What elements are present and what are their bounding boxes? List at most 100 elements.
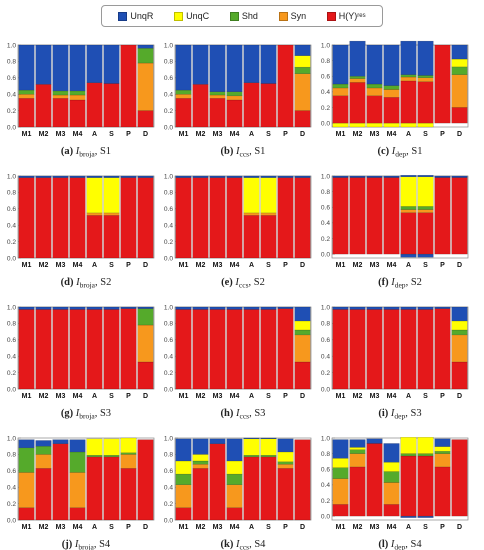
y-tick-label: 0.2 bbox=[164, 239, 173, 246]
bar-segment-syn bbox=[277, 464, 294, 469]
bar-segment-unqc bbox=[260, 438, 277, 456]
x-category-label: D bbox=[143, 393, 148, 400]
x-category-label: M2 bbox=[196, 393, 206, 400]
chart-caption: (h) Iccs, S3 bbox=[221, 408, 266, 421]
y-tick-label: 0.4 bbox=[164, 485, 173, 492]
bar-segment-h-y-res bbox=[434, 177, 451, 255]
bar-segment-unqr bbox=[277, 175, 294, 178]
bar-segment-unqr bbox=[400, 253, 417, 258]
bar-segment-h-y-res bbox=[175, 177, 192, 259]
bar-segment-syn bbox=[260, 212, 277, 216]
caption-scenario: , S2 bbox=[249, 277, 265, 288]
y-tick-label: 0.4 bbox=[7, 485, 16, 492]
x-category-label: M4 bbox=[230, 131, 240, 138]
bar-segment-syn bbox=[400, 209, 417, 213]
y-tick-label: 0.0 bbox=[7, 386, 16, 393]
bar-segment-h-y-res bbox=[69, 507, 86, 521]
caption-scenario: , S3 bbox=[405, 408, 421, 419]
bar-segment-h-y-res bbox=[209, 443, 226, 521]
bar-segment-unqr bbox=[417, 253, 434, 258]
y-tick-label: 0.0 bbox=[7, 124, 16, 131]
bar-segment-h-y-res bbox=[137, 110, 154, 128]
caption-measure: I bbox=[234, 277, 239, 288]
bar-segment-unqc bbox=[86, 438, 103, 456]
bar-segment-h-y-res bbox=[35, 177, 52, 259]
x-category-label: M4 bbox=[387, 524, 397, 531]
bar-segment-unqr bbox=[209, 175, 226, 178]
x-category-label: M4 bbox=[230, 524, 240, 531]
y-tick-label: 0.6 bbox=[321, 337, 330, 344]
caption-letter: (f) bbox=[378, 277, 391, 288]
x-category-label: M4 bbox=[387, 393, 397, 400]
y-tick-label: 0.2 bbox=[321, 236, 330, 243]
x-category-label: M1 bbox=[179, 262, 189, 269]
caption-subscript: ccs bbox=[240, 543, 250, 550]
caption-letter: (h) bbox=[221, 408, 236, 419]
bar-segment-unqr bbox=[35, 440, 52, 447]
y-tick-label: 0.8 bbox=[7, 452, 16, 459]
x-category-label: M1 bbox=[22, 131, 32, 138]
bar-segment-shd bbox=[383, 85, 400, 90]
bar-segment-unqr bbox=[366, 438, 383, 444]
x-category-label: A bbox=[249, 524, 254, 531]
caption-measure: I bbox=[390, 408, 395, 419]
bar-segment-unqr bbox=[103, 306, 120, 310]
y-tick-label: 0.6 bbox=[7, 206, 16, 213]
bar-segment-shd bbox=[120, 452, 137, 455]
bar-segment-h-y-res bbox=[192, 309, 209, 390]
y-tick-label: 0.4 bbox=[321, 354, 330, 361]
bar-segment-syn bbox=[120, 454, 137, 469]
caption-measure: I bbox=[390, 539, 395, 550]
bar-segment-h-y-res bbox=[226, 177, 243, 259]
caption-subscript: ccs bbox=[239, 281, 249, 290]
bar-segment-unqr bbox=[35, 306, 52, 310]
legend-label: UnqC bbox=[186, 11, 210, 21]
bar-segment-unqr bbox=[349, 306, 366, 310]
x-category-label: M3 bbox=[370, 131, 380, 138]
bar-segment-shd bbox=[175, 473, 192, 485]
bar-segment-shd bbox=[294, 66, 311, 74]
x-category-label: M2 bbox=[39, 393, 49, 400]
bar-segment-syn bbox=[294, 73, 311, 111]
x-category-label: M4 bbox=[73, 131, 83, 138]
caption-subscript: broja bbox=[79, 412, 95, 421]
y-tick-label: 0.6 bbox=[7, 337, 16, 344]
bar-segment-shd bbox=[86, 455, 103, 458]
bar-segment-unqr bbox=[332, 306, 349, 310]
bar-segment-shd bbox=[383, 471, 400, 483]
x-category-label: S bbox=[109, 262, 114, 269]
bar-segment-h-y-res bbox=[260, 309, 277, 390]
x-category-label: S bbox=[266, 262, 271, 269]
caption-subscript: dep bbox=[394, 543, 405, 550]
bar-segment-unqr bbox=[175, 438, 192, 462]
bar-segment-unqc bbox=[349, 122, 366, 128]
chart-caption: (b) Iccs, S1 bbox=[221, 146, 266, 159]
bar-segment-unqc bbox=[400, 437, 417, 454]
caption-scenario: , S4 bbox=[249, 539, 266, 550]
x-category-label: P bbox=[126, 524, 131, 531]
bar-segment-unqc bbox=[243, 438, 260, 456]
x-category-label: M1 bbox=[336, 131, 346, 138]
bar-segment-unqr bbox=[383, 175, 400, 178]
bar-segment-shd bbox=[226, 473, 243, 485]
bar-segment-h-y-res bbox=[277, 308, 294, 390]
bar-segment-unqr bbox=[349, 439, 366, 448]
bar-segment-unqr bbox=[192, 44, 209, 85]
x-category-label: P bbox=[283, 131, 288, 138]
bar-segment-h-y-res bbox=[451, 107, 468, 124]
legend-label: Syn bbox=[290, 11, 307, 21]
bar-segment-unqr bbox=[434, 175, 451, 178]
x-category-label: P bbox=[126, 262, 131, 269]
y-tick-label: 1.0 bbox=[164, 304, 173, 311]
x-category-label: M1 bbox=[179, 524, 189, 531]
x-category-label: M3 bbox=[370, 262, 380, 269]
bar-segment-unqr bbox=[277, 306, 294, 309]
bar-segment-h-y-res bbox=[434, 466, 451, 517]
bar-segment-shd bbox=[349, 449, 366, 454]
bar-segment-h-y-res bbox=[137, 361, 154, 390]
bar-segment-h-y-res bbox=[332, 95, 349, 124]
bar-segment-h-y-res bbox=[18, 98, 35, 128]
bar-segment-unqc bbox=[120, 437, 137, 453]
bar-segment-h-y-res bbox=[260, 83, 277, 128]
